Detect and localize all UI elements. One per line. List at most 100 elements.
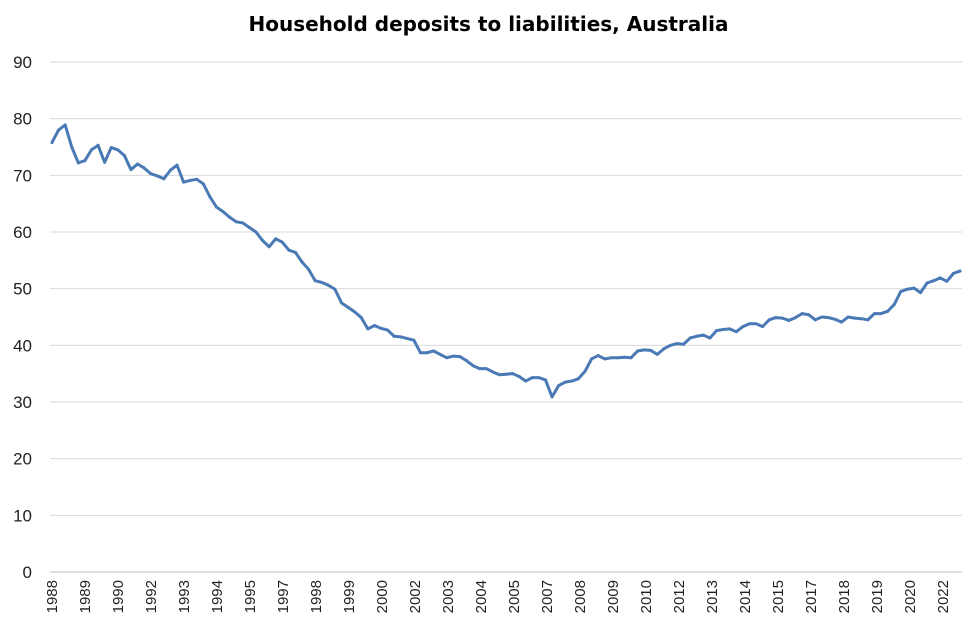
data-point xyxy=(326,283,330,287)
y-tick-label: 80 xyxy=(13,110,32,129)
data-point xyxy=(293,250,297,254)
x-tick-label: 1994 xyxy=(209,580,226,613)
data-point xyxy=(405,337,409,341)
data-point xyxy=(465,359,469,363)
data-point xyxy=(412,338,416,342)
data-point xyxy=(195,177,199,181)
x-tick-label: 1998 xyxy=(308,580,325,613)
x-tick-label: 1988 xyxy=(44,580,61,613)
x-tick-label: 2015 xyxy=(770,580,787,613)
data-point xyxy=(774,316,778,320)
data-point xyxy=(155,174,159,178)
data-point xyxy=(754,322,758,326)
data-point xyxy=(136,162,140,166)
data-point xyxy=(622,355,626,359)
x-tick-label: 2005 xyxy=(506,580,523,613)
data-point xyxy=(188,178,192,182)
data-point xyxy=(491,370,495,374)
data-point xyxy=(201,182,205,186)
data-point xyxy=(76,161,80,165)
data-point xyxy=(109,146,113,150)
y-tick-label: 40 xyxy=(13,336,32,355)
data-point xyxy=(701,333,705,337)
data-point xyxy=(958,269,962,273)
data-point xyxy=(550,395,554,399)
data-point xyxy=(300,260,304,264)
data-point xyxy=(313,279,317,283)
data-point xyxy=(741,325,745,329)
data-point xyxy=(596,354,600,358)
data-point xyxy=(728,327,732,331)
y-tick-label: 60 xyxy=(13,223,32,242)
x-tick-label: 2013 xyxy=(704,580,721,613)
x-tick-label: 2007 xyxy=(539,580,556,613)
series-line xyxy=(50,123,962,399)
x-tick-label: 1990 xyxy=(110,580,127,613)
data-point xyxy=(471,364,475,368)
data-point xyxy=(820,315,824,319)
data-point xyxy=(721,327,725,331)
data-point xyxy=(432,349,436,353)
data-point xyxy=(359,316,363,320)
data-point xyxy=(353,310,357,314)
data-point xyxy=(247,225,251,229)
data-point xyxy=(228,215,232,219)
x-tick-label: 2008 xyxy=(572,580,589,613)
data-point xyxy=(386,328,390,332)
data-point xyxy=(517,375,521,378)
data-point xyxy=(379,326,383,330)
x-tick-label: 2009 xyxy=(605,580,622,613)
data-point xyxy=(932,279,936,283)
data-point xyxy=(886,309,890,313)
x-tick-label: 1997 xyxy=(275,580,292,613)
data-point xyxy=(89,148,93,152)
data-point xyxy=(761,325,765,329)
data-point xyxy=(50,140,54,144)
data-point xyxy=(234,220,238,224)
y-tick-label: 20 xyxy=(13,450,32,469)
x-tick-label: 2004 xyxy=(473,580,490,613)
data-point xyxy=(63,123,67,127)
y-tick-label: 0 xyxy=(23,563,32,582)
data-point xyxy=(478,367,482,371)
data-point xyxy=(682,342,686,346)
data-point xyxy=(879,312,883,316)
x-tick-label: 2010 xyxy=(638,580,655,613)
data-point xyxy=(563,380,567,384)
data-point xyxy=(116,148,120,152)
data-point xyxy=(340,301,344,305)
data-point xyxy=(254,230,258,234)
data-point xyxy=(451,354,455,358)
data-point xyxy=(168,168,172,172)
data-point xyxy=(576,377,580,381)
data-point xyxy=(642,348,646,352)
data-point xyxy=(590,357,594,361)
data-point xyxy=(767,318,771,322)
data-point xyxy=(899,290,903,293)
data-point xyxy=(747,322,751,326)
data-point xyxy=(938,276,942,280)
data-point xyxy=(780,316,784,320)
y-tick-label: 30 xyxy=(13,393,32,412)
y-tick-label: 90 xyxy=(13,53,32,72)
x-tick-label: 2000 xyxy=(374,580,391,613)
x-axis: 1988 1989 1990 1992 1993 1994 1995 1997 1998 1999… xyxy=(44,571,962,613)
data-point xyxy=(287,248,291,252)
data-point xyxy=(668,343,672,347)
data-point xyxy=(392,334,396,338)
data-point xyxy=(122,154,126,157)
data-point xyxy=(919,291,923,295)
data-point xyxy=(629,356,633,360)
data-point xyxy=(840,320,844,324)
data-point xyxy=(418,351,422,355)
data-point xyxy=(70,145,74,149)
data-point xyxy=(307,267,311,271)
data-point xyxy=(241,221,245,225)
data-point xyxy=(214,205,218,209)
data-point xyxy=(162,177,166,181)
data-point xyxy=(859,317,863,321)
data-point xyxy=(497,373,501,377)
data-point xyxy=(458,355,462,359)
data-point xyxy=(833,317,837,321)
